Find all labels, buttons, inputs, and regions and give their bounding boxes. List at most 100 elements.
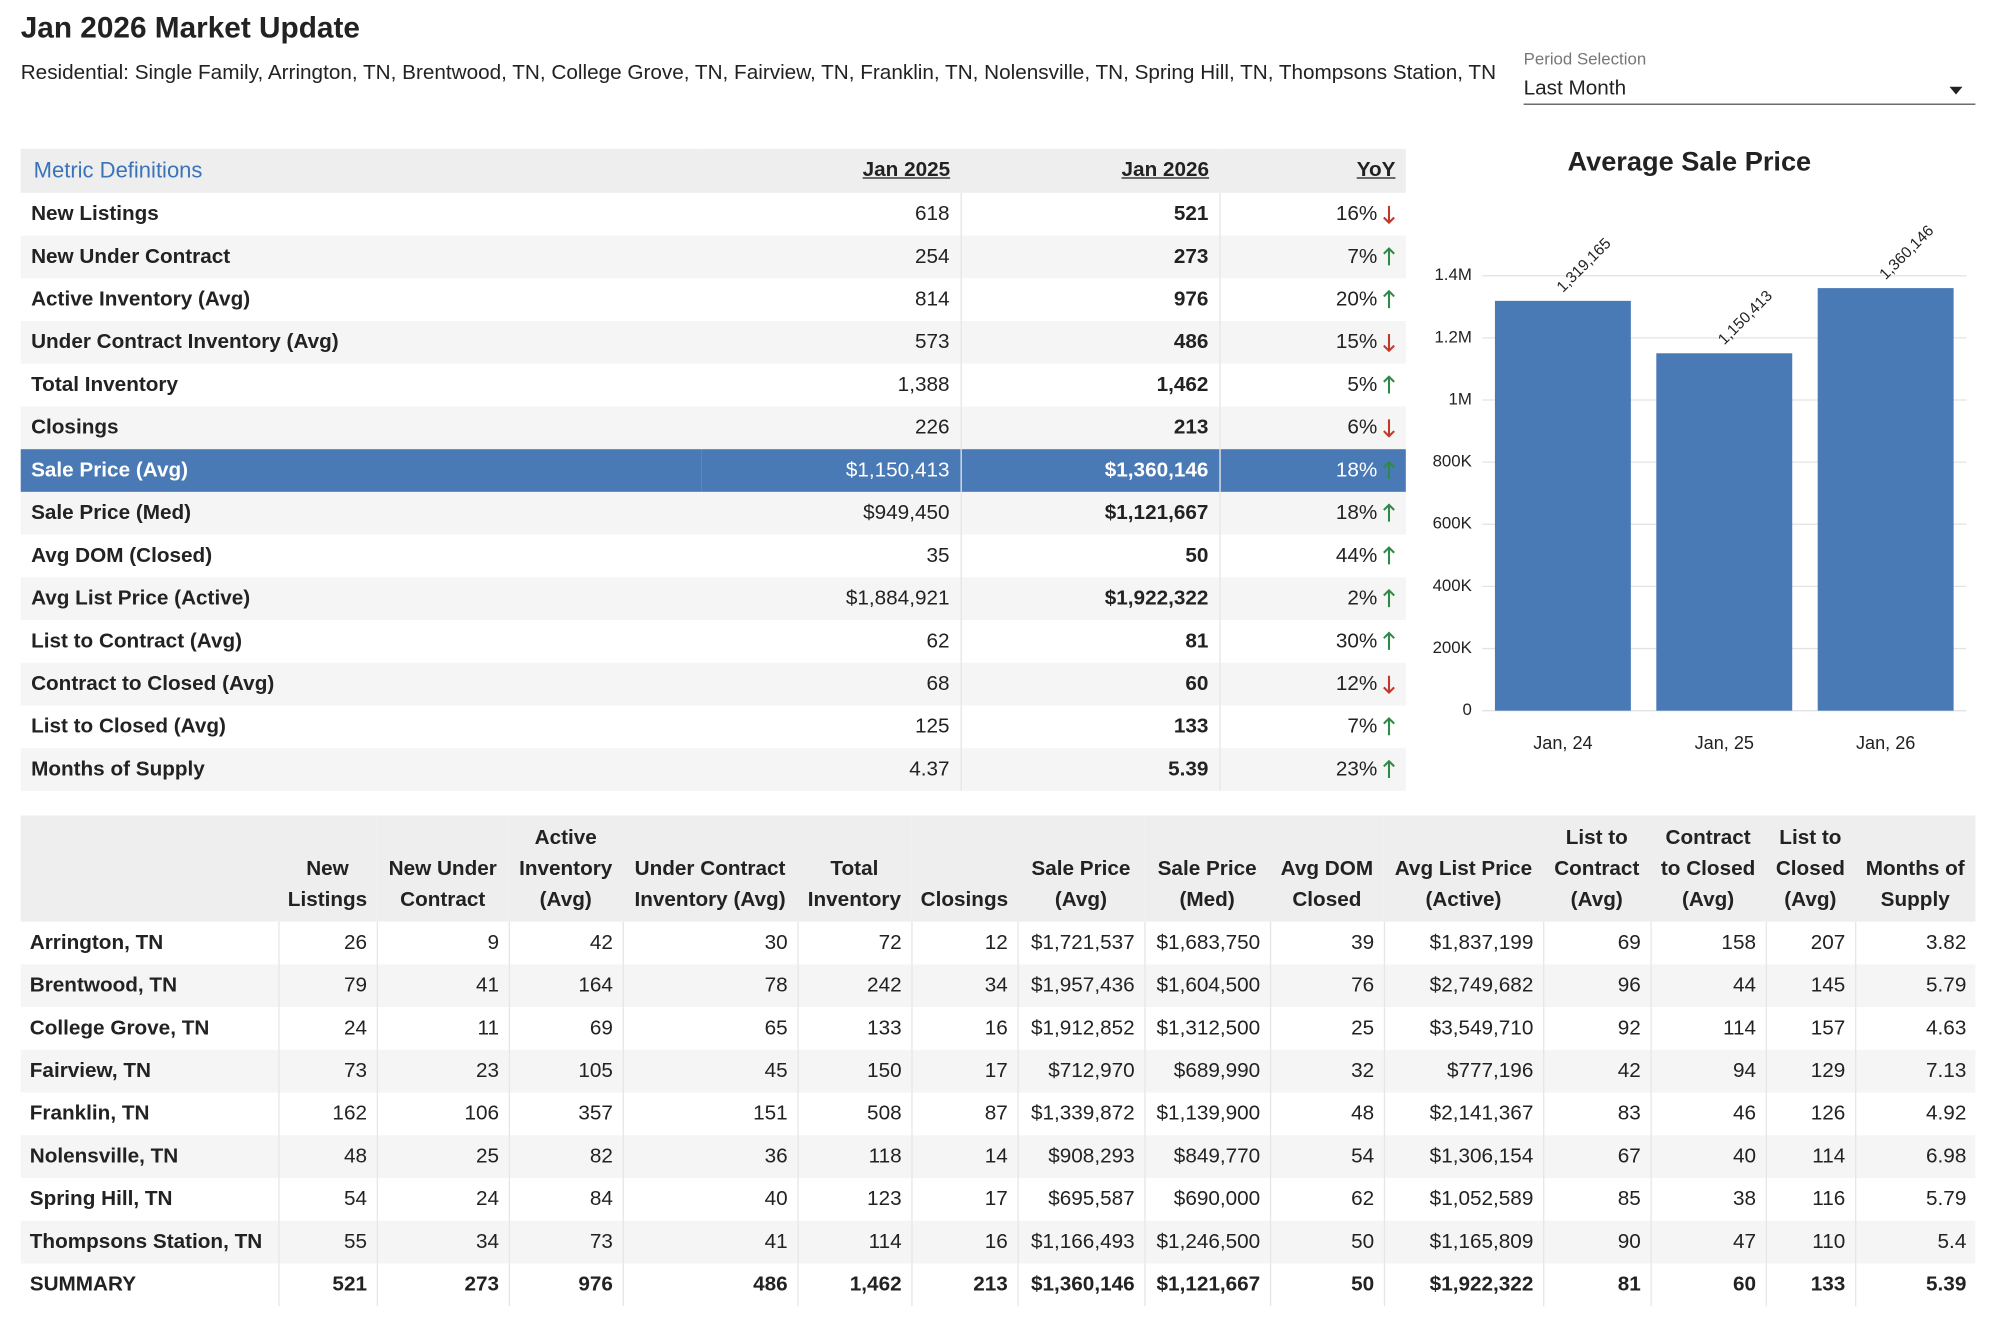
metric-value: 254 <box>701 235 962 279</box>
cell-text: 133 <box>1173 715 1209 738</box>
region-value: 24 <box>376 1177 510 1221</box>
period-dropdown[interactable]: Last Month <box>1523 78 1976 105</box>
cell-text: $1,884,921 <box>845 587 950 610</box>
column-header: Closings <box>911 815 1018 922</box>
region-value: $1,306,154 <box>1383 1135 1544 1178</box>
region-value: 12 <box>911 921 1019 965</box>
metric-value: 44% <box>1219 535 1405 578</box>
region-value: 23 <box>376 1049 510 1093</box>
metric-value: 976 <box>960 278 1221 322</box>
metric-value: 62 <box>701 620 962 663</box>
metric-value: 618 <box>701 192 962 236</box>
region-value: 47 <box>1650 1220 1767 1264</box>
value-label: 1,150,413 <box>1715 287 1776 348</box>
region-value: 123 <box>797 1177 912 1221</box>
cell-text: 23% <box>1335 757 1378 780</box>
region-value: 45 <box>622 1049 799 1093</box>
region-value: 9 <box>376 921 510 965</box>
metric-name: Avg List Price (Active) <box>20 577 702 621</box>
region-value: 42 <box>508 921 624 965</box>
region-value: 41 <box>376 964 510 1008</box>
cell-text: 15% <box>1335 330 1378 353</box>
metric-value: 573 <box>701 321 962 364</box>
metric-name: List to Closed (Avg) <box>21 706 702 749</box>
region-value: 150 <box>797 1049 912 1093</box>
arrow-head <box>1383 429 1395 437</box>
subtitle: Residential: Single Family, Arrington, T… <box>20 62 1497 85</box>
trend-arrow <box>1383 759 1395 778</box>
region-value: 79 <box>278 964 378 1008</box>
region-value: 3.82 <box>1926 931 1967 954</box>
region-value: 213 <box>911 1263 1019 1307</box>
region-value: $1,604,500 <box>1144 964 1271 1008</box>
arrow-head <box>1383 759 1395 767</box>
metric-value: 1,388 <box>701 363 962 407</box>
region-value: 41 <box>622 1220 799 1264</box>
region-value: 36 <box>622 1135 799 1178</box>
region-value: 116 <box>1765 1177 1856 1221</box>
cell-text: $1,150,413 <box>845 458 950 481</box>
page-title: Jan 2026 Market Update <box>20 10 360 45</box>
trend-arrow <box>1383 630 1395 650</box>
region-value: 48 <box>278 1135 378 1178</box>
metric-value: 18% <box>1219 491 1406 535</box>
cell-text: 2% <box>1347 587 1378 610</box>
cell-text: 1,462 <box>1156 373 1209 396</box>
metric-value: 4.37 <box>701 748 962 791</box>
metric-name: Total Inventory <box>21 364 702 407</box>
arrow-head <box>1383 216 1395 224</box>
region-value: 69 <box>1543 921 1652 965</box>
region-value: 114 <box>797 1220 912 1264</box>
region-value: 85 <box>1543 1177 1652 1221</box>
region-value: 46 <box>1650 1092 1767 1136</box>
region-value: $1,912,852 <box>1017 1007 1145 1050</box>
value-label: 1,319,165 <box>1554 235 1615 296</box>
region-value: 62 <box>1269 1177 1385 1221</box>
region-value: 24 <box>278 1007 378 1050</box>
arrow-head <box>1383 588 1395 596</box>
column-header: List to Contract (Avg) <box>1543 815 1651 922</box>
region-value: 25 <box>376 1135 510 1178</box>
region-name: Brentwood, TN <box>20 964 279 1008</box>
metric-row: Months of Supply 4.37 5.39 23% <box>20 748 1406 791</box>
cell-text: 273 <box>1173 245 1209 268</box>
region-value: 54 <box>1269 1135 1385 1178</box>
region-value: 76 <box>1269 964 1385 1008</box>
region-value: $690,000 <box>1144 1177 1271 1221</box>
y-tick-label: 200K <box>1433 638 1473 657</box>
metric-value: 2% <box>1219 577 1406 621</box>
metric-row: List to Contract (Avg) 62 81 30% <box>21 620 1406 663</box>
arrow-head <box>1383 685 1395 694</box>
region-value: $1,166,493 <box>1017 1220 1145 1264</box>
metric-value: 125 <box>701 705 962 749</box>
region-name: Franklin, TN <box>20 1092 279 1136</box>
region-value: 92 <box>1543 1007 1652 1050</box>
column-header: Total Inventory <box>797 815 912 922</box>
column-header: Avg DOM Closed <box>1269 815 1384 922</box>
metric-value: 12% <box>1219 662 1406 706</box>
region-value: 16 <box>911 1220 1019 1264</box>
cell-text: 68 <box>926 672 950 695</box>
metric-definitions-link[interactable]: Metric Definitions <box>20 148 702 193</box>
arrow-head <box>1383 545 1395 553</box>
region-value: 5.4 <box>1855 1220 1976 1264</box>
metric-value: 486 <box>960 321 1221 364</box>
metric-row: Avg DOM (Closed) 35 50 44% <box>21 534 1406 578</box>
region-value: 50 <box>1269 1220 1385 1264</box>
cell-text: $1,922,322 <box>1104 587 1209 610</box>
trend-arrow <box>1383 545 1395 564</box>
cell-text: $949,450 <box>863 501 950 524</box>
region-value: 5.39 <box>1926 1273 1967 1296</box>
cell-text: 6% <box>1347 416 1378 439</box>
region-row: Nolensville, TN 48 25 82 36 118 14 $908,293 $849… <box>20 1135 1976 1178</box>
region-value: 164 <box>508 964 624 1008</box>
y-tick-label: 1.4M <box>1434 265 1471 284</box>
region-value: 976 <box>508 1263 624 1307</box>
region-value: 73 <box>278 1049 378 1093</box>
y-tick-label: 1M <box>1448 389 1471 408</box>
metric-value: 15% <box>1219 321 1406 364</box>
metric-row: New Listings 618 521 16% <box>21 192 1406 236</box>
cell-text: Active Inventory (Avg) <box>31 288 251 311</box>
region-value: 5.79 <box>1926 1187 1967 1210</box>
region-value: 84 <box>508 1177 624 1221</box>
